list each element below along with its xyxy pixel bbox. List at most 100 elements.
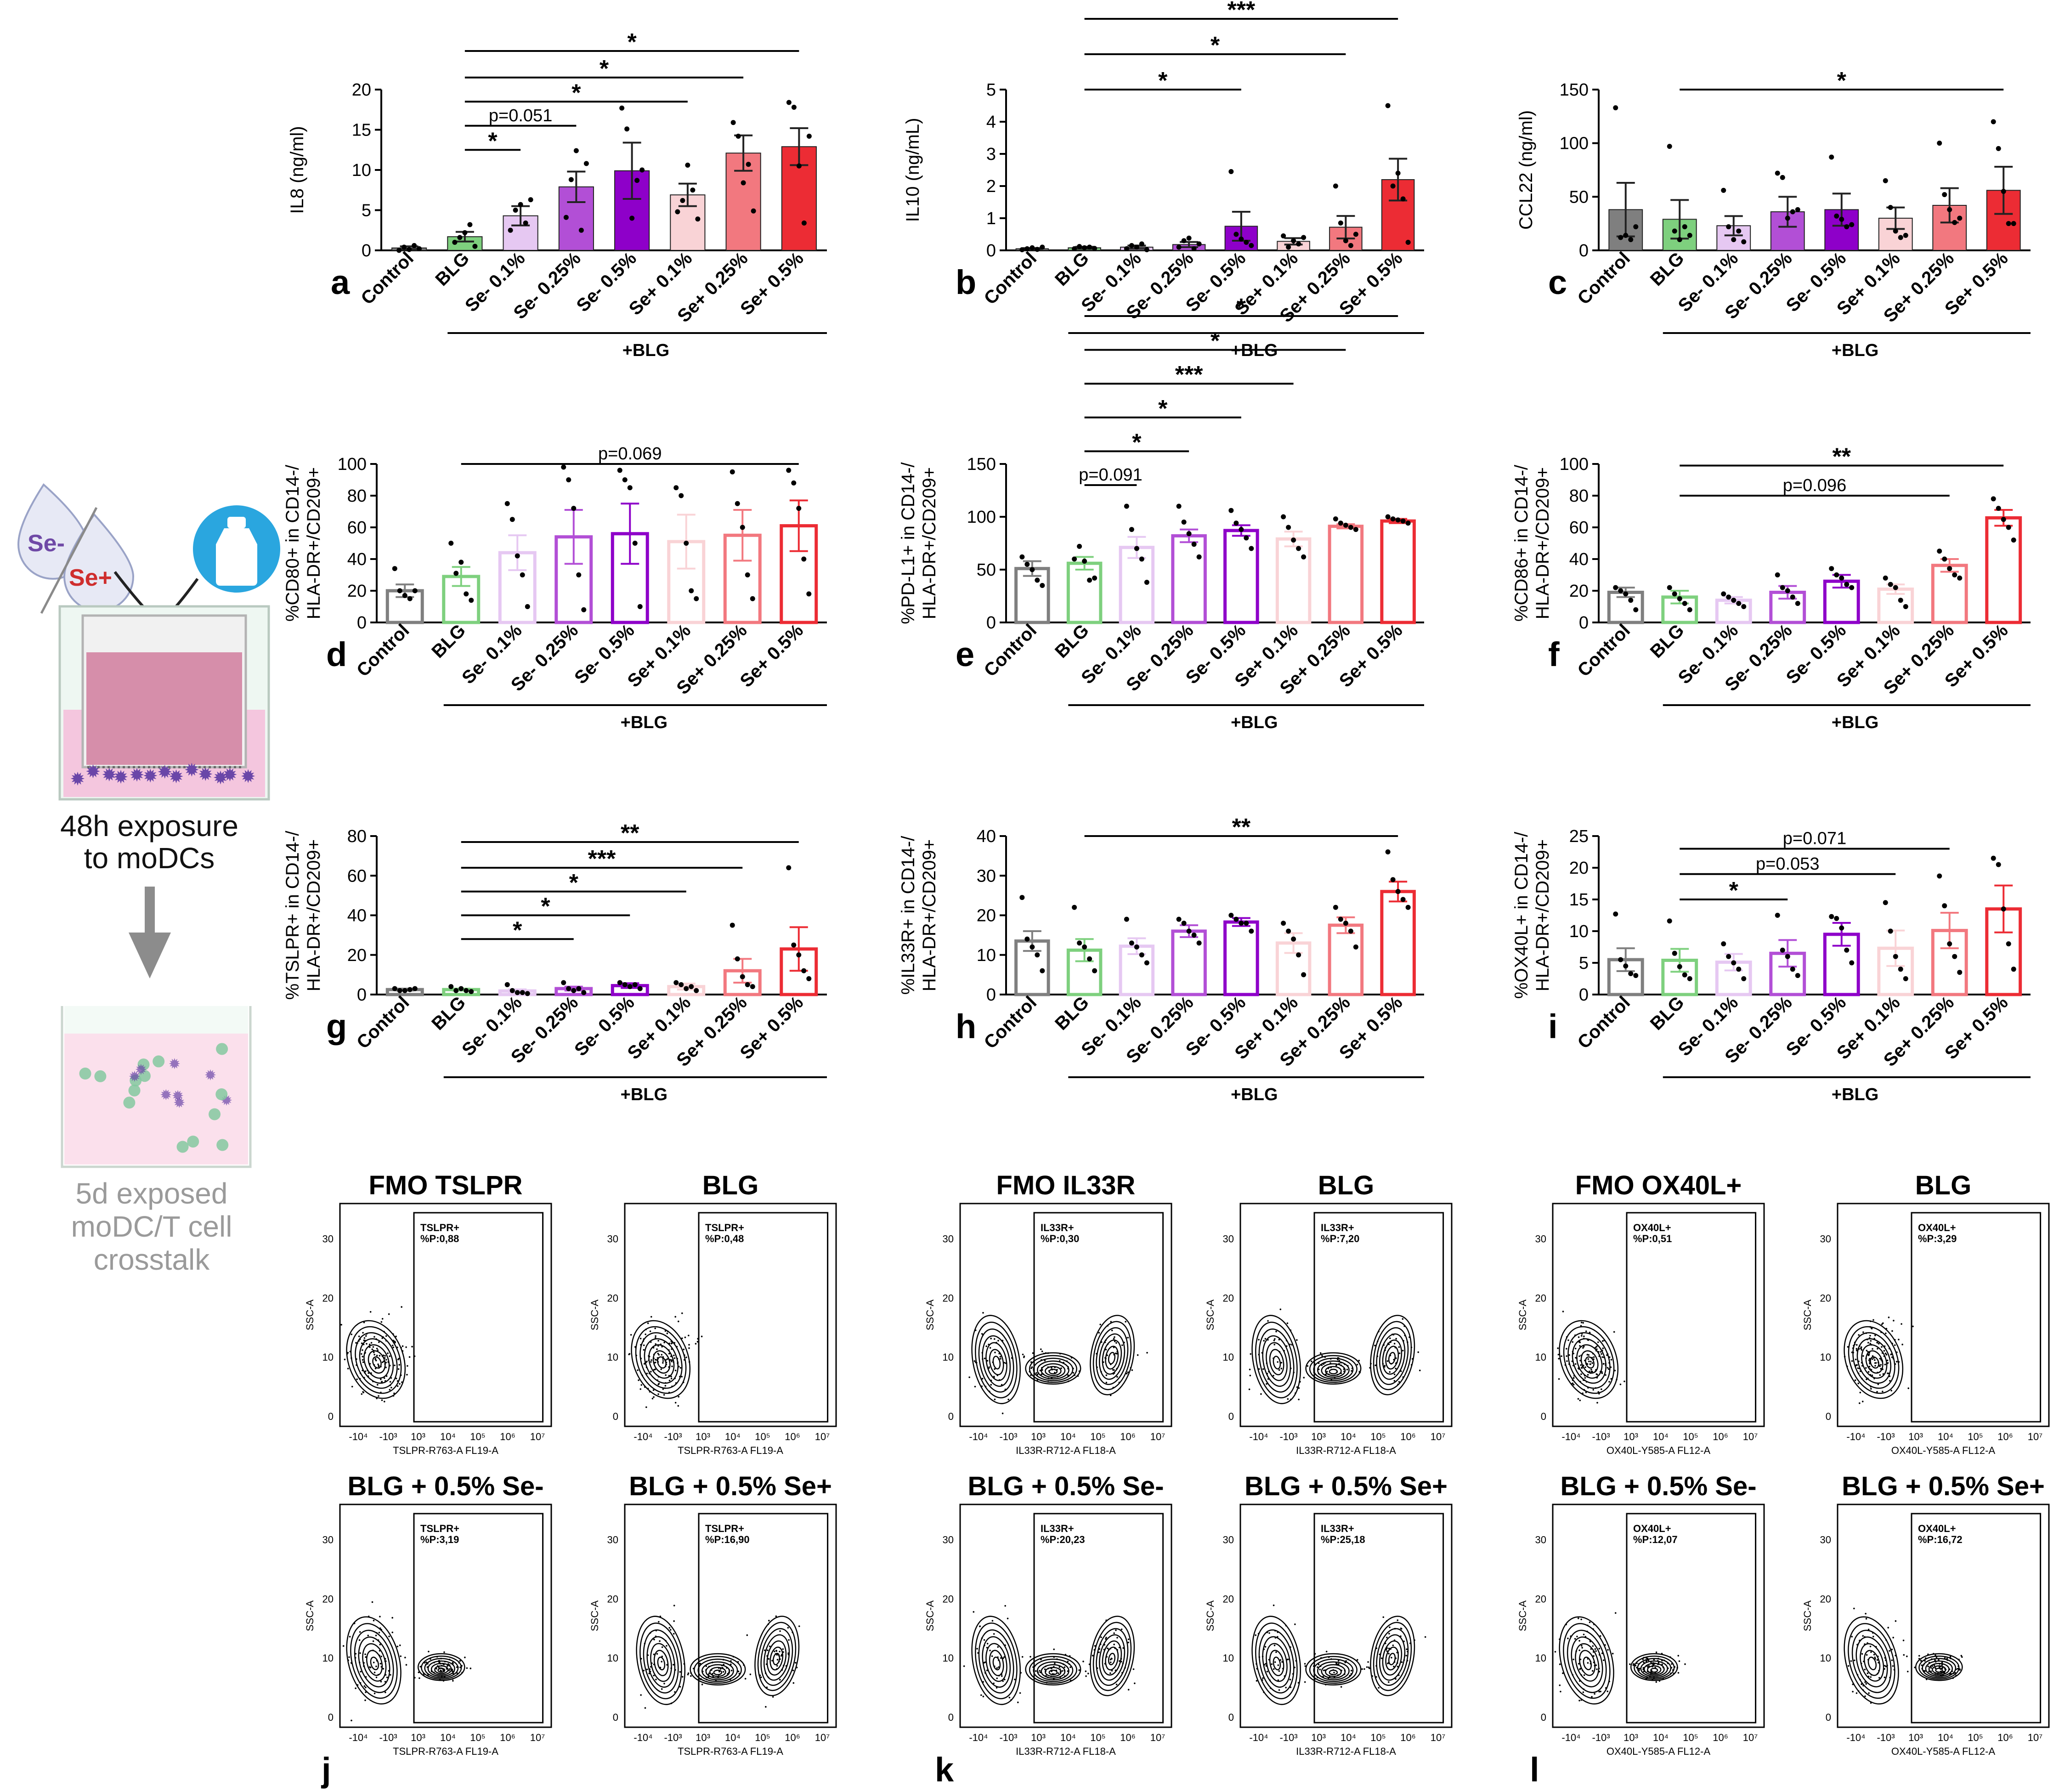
event-dot (1646, 1665, 1648, 1667)
event-dot (769, 1645, 771, 1647)
data-point (1628, 237, 1634, 243)
flow-y-tick: 30 (943, 1534, 954, 1546)
event-dot (1054, 1662, 1056, 1664)
event-dot (768, 1658, 769, 1660)
data-point (679, 982, 684, 987)
event-dot (1047, 1381, 1049, 1383)
event-dot (1384, 1349, 1386, 1351)
event-dot (356, 1378, 358, 1380)
contour-line (1915, 1653, 1963, 1681)
data-point (1731, 960, 1737, 966)
treatment-label: +BLG (1231, 1085, 1278, 1104)
flow-x-tick: 10³ (1031, 1431, 1046, 1442)
event-dot (396, 1645, 399, 1648)
event-dot (1386, 1636, 1388, 1639)
event-dot (1356, 1363, 1358, 1366)
gate-box (1033, 1212, 1164, 1423)
flow-x-tick: 10⁴ (1060, 1431, 1076, 1442)
event-dot (1393, 1343, 1396, 1345)
data-point (1721, 187, 1726, 193)
y-tick-label: 20 (352, 80, 371, 100)
event-dot (1870, 1702, 1872, 1704)
event-dot (385, 1674, 387, 1676)
flow-x-tick: 10⁴ (1938, 1431, 1953, 1442)
event-dot (668, 1352, 670, 1355)
treatment-label: +BLG (1832, 341, 1878, 360)
event-dot (681, 1312, 683, 1314)
data-point (1296, 546, 1301, 551)
event-dot (1098, 1332, 1100, 1334)
event-dot (1030, 1367, 1032, 1369)
category-label: BLG (1646, 620, 1688, 662)
event-dot (1279, 1308, 1282, 1311)
flow-x-tick: 10⁷ (1150, 1732, 1165, 1743)
event-dot (380, 1321, 383, 1323)
data-point (1390, 183, 1396, 189)
event-dot (1113, 1632, 1115, 1634)
data-point (1839, 575, 1844, 581)
event-dot (1400, 1628, 1403, 1630)
event-dot (1946, 1657, 1948, 1660)
event-dot (1035, 1372, 1037, 1374)
event-dot (452, 1680, 454, 1682)
event-dot (400, 1374, 402, 1376)
event-dot (1584, 1636, 1587, 1638)
gate-label: IL33R+ (1321, 1222, 1354, 1233)
data-point (571, 988, 577, 993)
event-dot (398, 1364, 401, 1366)
flow-y-tick: 0 (1826, 1712, 1831, 1723)
event-dot (1266, 1373, 1268, 1375)
contour-plot (636, 1616, 800, 1705)
flow-plot-title: FMO IL33R (996, 1170, 1136, 1200)
panel-letter: l (1530, 1751, 1539, 1789)
event-dot (1292, 1673, 1294, 1675)
y-tick-label: 20 (977, 906, 996, 926)
event-dots (628, 1312, 703, 1408)
contour-plot (1559, 1320, 1619, 1399)
arrow-icon (129, 933, 171, 978)
data-point (1129, 527, 1134, 532)
event-dot (369, 1666, 371, 1668)
contour-line (1258, 1328, 1295, 1393)
event-dot (1248, 1388, 1250, 1391)
event-dot (1662, 1678, 1664, 1680)
data-point (801, 220, 807, 226)
event-dot (1868, 1366, 1871, 1368)
event-dot (1874, 1359, 1876, 1361)
event-dot (1039, 1671, 1041, 1673)
event-dot (1877, 1348, 1878, 1350)
event-dot (1643, 1670, 1645, 1673)
event-dot (1589, 1621, 1591, 1623)
event-dot (1585, 1381, 1588, 1383)
event-dot (1567, 1637, 1569, 1639)
data-point (1785, 954, 1790, 959)
event-dot (1881, 1361, 1884, 1362)
data-point (1400, 897, 1406, 902)
significance-label: ** (1833, 443, 1851, 470)
event-dot (1869, 1334, 1871, 1337)
event-dot (665, 1374, 667, 1376)
event-dot (681, 1375, 683, 1378)
flow-x-label: TSLPR-R763-A FL19-A (393, 1445, 498, 1456)
event-dot (368, 1372, 369, 1374)
contour-line (1370, 1616, 1415, 1696)
event-dot (997, 1646, 999, 1648)
event-dot (1074, 1374, 1076, 1376)
event-dot (385, 1340, 387, 1342)
event-dot (661, 1688, 663, 1690)
bar-BLG (1066, 561, 1103, 624)
data-point (1124, 916, 1129, 922)
event-dot (356, 1364, 357, 1366)
event-dot (1600, 1690, 1601, 1692)
significance-label: * (569, 870, 579, 896)
event-dot (999, 1356, 1001, 1358)
event-dot (668, 1627, 671, 1629)
event-dot (998, 1666, 1000, 1668)
event-dot (347, 1659, 349, 1661)
event-dot (1583, 1688, 1585, 1690)
data-point (1072, 556, 1077, 562)
event-dot (1877, 1383, 1879, 1385)
data-point (673, 485, 679, 491)
event-dot (1020, 1672, 1022, 1674)
event-dot (1854, 1343, 1856, 1345)
